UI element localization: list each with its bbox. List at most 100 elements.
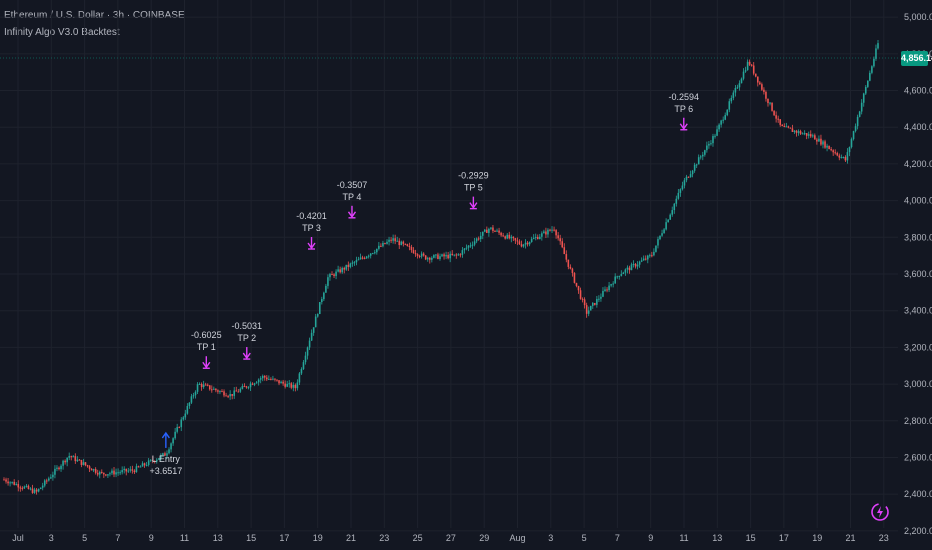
candle-body bbox=[756, 76, 759, 83]
candle-body bbox=[575, 282, 578, 286]
current-price-tag: 4,856.14 bbox=[901, 51, 932, 66]
candle-body bbox=[274, 378, 276, 380]
candle-body bbox=[351, 262, 354, 264]
candle-body bbox=[675, 198, 678, 204]
candle-body bbox=[632, 263, 635, 265]
candle-body bbox=[129, 469, 132, 471]
candle-body bbox=[318, 302, 321, 315]
tp-signal[interactable]: -0.2594 TP 6 bbox=[669, 92, 700, 131]
candle-body bbox=[832, 150, 834, 153]
tp-signal[interactable]: -0.3507 TP 4 bbox=[337, 180, 368, 219]
candle-body bbox=[420, 253, 423, 257]
candle-body bbox=[327, 277, 329, 286]
candle-body bbox=[516, 240, 519, 242]
candle-body bbox=[213, 388, 215, 390]
candle-body bbox=[60, 465, 62, 470]
candle-body bbox=[306, 347, 309, 356]
candle-body bbox=[681, 185, 684, 190]
candle-body bbox=[111, 470, 113, 474]
candle-body bbox=[807, 134, 810, 136]
tradingview-logo-icon[interactable] bbox=[870, 502, 890, 522]
tp-arrow-head bbox=[307, 242, 316, 250]
tp-signal[interactable]: -0.2929 TP 5 bbox=[458, 171, 489, 210]
candle-body bbox=[39, 487, 42, 489]
entry-arrow-head bbox=[161, 431, 170, 439]
candle-body bbox=[875, 48, 877, 59]
candle-body bbox=[488, 228, 490, 233]
candle-body bbox=[642, 258, 645, 261]
x-tick-label: 17 bbox=[779, 533, 789, 543]
candle-body bbox=[714, 135, 716, 137]
candle-body bbox=[247, 387, 250, 389]
candle-body bbox=[160, 455, 162, 459]
candle-body bbox=[769, 102, 771, 104]
candle-body bbox=[820, 138, 822, 145]
candle-body bbox=[314, 316, 317, 328]
candle-body bbox=[771, 102, 773, 111]
candle-body bbox=[343, 267, 346, 270]
candle-body bbox=[151, 459, 154, 461]
candle-body bbox=[638, 261, 641, 265]
indicator-title[interactable]: Infinity Algo V3.0 Backtest bbox=[4, 27, 120, 38]
candle-body bbox=[608, 285, 610, 291]
candle-body bbox=[543, 231, 545, 234]
candle-body bbox=[153, 460, 156, 462]
candle-body bbox=[84, 462, 87, 466]
candle-body bbox=[708, 143, 710, 146]
candle-body bbox=[200, 383, 203, 388]
candle-body bbox=[143, 463, 146, 466]
candle-body bbox=[441, 254, 443, 257]
candle-body bbox=[133, 470, 136, 473]
tp-label: TP 5 bbox=[464, 183, 483, 193]
candle-body bbox=[693, 164, 696, 171]
tp-label: TP 3 bbox=[302, 223, 321, 233]
candle-body bbox=[475, 238, 478, 242]
candle-body bbox=[612, 283, 614, 285]
tp-signal[interactable]: -0.5031 TP 2 bbox=[232, 321, 263, 360]
candle-body bbox=[239, 388, 242, 392]
candle-body bbox=[663, 229, 665, 234]
y-tick-label: 5,000.00 bbox=[904, 12, 932, 22]
x-tick-label: 13 bbox=[712, 533, 722, 543]
candle-body bbox=[750, 64, 753, 66]
candle-body bbox=[62, 460, 64, 466]
candle-body bbox=[290, 383, 293, 388]
candle-body bbox=[728, 101, 731, 110]
candle-body bbox=[321, 299, 323, 303]
symbol-title[interactable]: Ethereum / U.S. Dollar · 3h · COINBASE bbox=[4, 10, 185, 21]
candle-body bbox=[337, 269, 339, 272]
x-tick-label: 19 bbox=[313, 533, 323, 543]
tp-value: -0.4201 bbox=[296, 211, 327, 221]
candle-body bbox=[754, 73, 757, 77]
candle-body bbox=[266, 377, 268, 380]
candle-body bbox=[333, 274, 335, 276]
candle-body bbox=[56, 467, 58, 469]
candle-body bbox=[549, 229, 551, 231]
candle-body bbox=[443, 254, 445, 257]
tp-signal[interactable]: -0.6025 TP 1 bbox=[191, 330, 222, 369]
candle-body bbox=[86, 465, 89, 467]
candle-body bbox=[211, 389, 213, 391]
candle-body bbox=[380, 245, 382, 247]
tp-arrow-head bbox=[347, 211, 357, 219]
entry-signal[interactable]: L Entry +3.6517 bbox=[149, 431, 182, 476]
candle-body bbox=[596, 299, 598, 305]
candle-body bbox=[510, 236, 513, 239]
candle-body bbox=[787, 126, 790, 128]
candle-body bbox=[630, 264, 633, 271]
candle-body bbox=[422, 253, 425, 256]
candle-body bbox=[649, 255, 651, 257]
x-tick-label: 13 bbox=[213, 533, 223, 543]
candle-body bbox=[793, 130, 796, 132]
candle-body bbox=[465, 247, 468, 249]
candle-body bbox=[447, 254, 449, 259]
candle-body bbox=[736, 87, 739, 89]
tp-signal[interactable]: -0.4201 TP 3 bbox=[296, 211, 327, 250]
candle-body bbox=[873, 58, 875, 67]
candle-body bbox=[331, 274, 333, 276]
y-tick-label: 2,800.00 bbox=[904, 416, 932, 426]
candle-body bbox=[789, 127, 792, 129]
candle-body bbox=[58, 467, 60, 470]
y-tick-label: 3,400.00 bbox=[904, 306, 932, 316]
